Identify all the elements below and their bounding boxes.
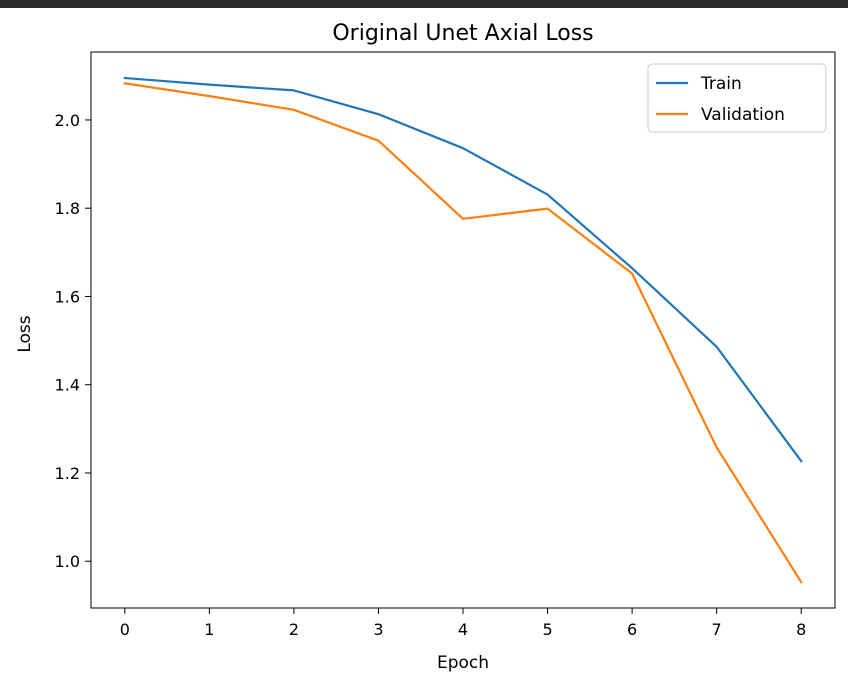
y-tick-label: 1.6: [55, 287, 80, 306]
y-tick-label: 1.0: [55, 552, 80, 571]
y-tick-label: 1.8: [55, 199, 80, 218]
x-axis-ticks: 0 1 2 3 4 5 6 7 8: [120, 608, 806, 639]
y-tick-label: 1.2: [55, 464, 80, 483]
series-layer: [123, 76, 803, 584]
y-tick-label: 1.4: [55, 376, 80, 395]
series-line-train: [123, 76, 803, 463]
legend: Train Validation: [647, 63, 827, 133]
axes-frame: [90, 51, 836, 609]
x-tick-label: 6: [627, 620, 637, 639]
chart-title: Original Unet Axial Loss: [332, 21, 593, 46]
x-tick-label: 4: [458, 620, 468, 639]
x-tick-label: 0: [120, 620, 130, 639]
legend-box: [647, 63, 827, 133]
legend-label-train: Train: [700, 74, 742, 94]
x-tick-label: 2: [289, 620, 299, 639]
x-axis-label: Epoch: [437, 653, 489, 673]
series-line-validation: [123, 82, 803, 584]
x-tick-label: 1: [204, 620, 214, 639]
y-axis-ticks: 1.0 1.2 1.4 1.6 1.8 2.0: [55, 111, 91, 571]
legend-label-validation: Validation: [701, 105, 785, 125]
x-tick-label: 3: [373, 620, 383, 639]
x-tick-label: 8: [796, 620, 806, 639]
window-top-bar: [0, 0, 848, 8]
y-tick-label: 2.0: [55, 111, 80, 130]
y-axis-label: Loss: [15, 315, 35, 352]
x-tick-label: 7: [712, 620, 722, 639]
x-tick-label: 5: [542, 620, 552, 639]
plot-area-border: [90, 51, 836, 609]
